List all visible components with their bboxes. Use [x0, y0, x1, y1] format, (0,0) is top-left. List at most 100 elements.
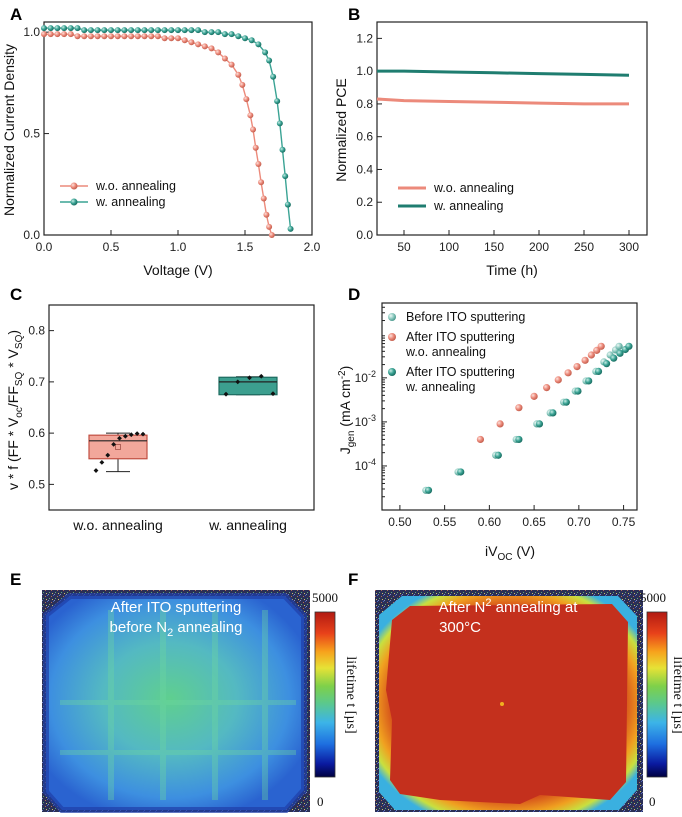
plot-a-point	[262, 49, 269, 56]
plot-d-point	[457, 468, 465, 476]
plot-a-point	[134, 33, 141, 40]
plot-c-data-point	[99, 459, 105, 465]
plot-b-xtick-label: 200	[529, 240, 549, 254]
plot-a-xlabel: Voltage (V)	[143, 262, 212, 278]
plot-d-xtick-label: 0.50	[388, 515, 412, 529]
image-f-high-lifetime-region	[386, 604, 628, 804]
plot-a-point	[128, 27, 135, 34]
plot-a-point	[252, 144, 259, 151]
plot-a-point	[188, 39, 195, 46]
plot-a-point	[248, 37, 255, 44]
colorbar-e-min: 0	[317, 794, 324, 809]
plot-a-point	[81, 33, 88, 40]
plot-a-point	[87, 33, 94, 40]
plot-c-mean-marker	[115, 444, 121, 450]
image-e-wafer	[46, 596, 304, 810]
plot-a-ylabel: Normalized Current Density	[1, 44, 17, 216]
plot-a-point	[287, 225, 294, 232]
plot-a-point	[134, 27, 141, 34]
plot-a-point	[161, 27, 168, 34]
plot-d-ytick-label: 10-2	[355, 369, 376, 385]
plot-a-ytick-label: 1.0	[23, 25, 40, 39]
plot-a-legend-marker	[70, 182, 78, 190]
plot-a-point	[208, 45, 215, 52]
panel-label-a: A	[10, 5, 22, 24]
plot-d-ylabel: Jgen (mA cm-2)	[337, 366, 357, 455]
plot-a-point	[141, 33, 148, 40]
plot-c: 0.5 0.6 0.7 0.8	[28, 304, 315, 511]
plot-c-data-point	[122, 433, 128, 439]
plot-a-point	[114, 33, 121, 40]
plot-c-category-1: w.o. annealing	[72, 517, 163, 533]
plot-a-point	[154, 33, 161, 40]
plot-a-point	[94, 33, 101, 40]
plot-b-xtick-label: 300	[619, 240, 639, 254]
plot-d-legend-marker	[388, 333, 396, 341]
plot-a-point	[61, 25, 68, 32]
plot-d-point	[496, 420, 504, 428]
plot-d-point	[515, 435, 523, 444]
plot-a-point	[266, 223, 273, 230]
plot-c-data-point	[223, 391, 229, 397]
plot-a-point	[235, 33, 242, 40]
plot-c-data-point	[117, 435, 122, 441]
plot-a-point	[188, 27, 195, 34]
plot-b-ytick-label: 0.8	[356, 97, 373, 111]
plot-c-box	[218, 376, 278, 396]
plot-b-legend-label: w. annealing	[433, 199, 504, 213]
plot-c-data-point	[128, 432, 134, 438]
plot-a-point	[161, 35, 168, 42]
plot-a-point	[239, 81, 246, 88]
plot-a-point	[263, 211, 270, 218]
plot-a-point	[47, 25, 54, 32]
plot-a-xtick-label: 0.0	[36, 240, 53, 254]
plot-a-point	[258, 179, 265, 186]
plot-d-point	[476, 435, 485, 444]
plot-d-point	[597, 342, 605, 350]
plot-c-data-point	[111, 442, 117, 447]
plot-d-point	[543, 384, 551, 392]
plot-c-data-point	[140, 431, 146, 437]
plot-b-ytick-label: 1.2	[356, 31, 373, 45]
plot-d-xtick-label: 0.75	[612, 515, 636, 529]
plot-a-point	[284, 201, 291, 208]
plot-a-point	[215, 29, 222, 36]
plot-d-point	[549, 409, 557, 417]
plot-a-point	[270, 73, 277, 80]
plot-a-point	[108, 27, 114, 34]
plot-a-point	[181, 37, 188, 44]
plot-a-point	[242, 35, 248, 42]
plot-a-point	[201, 29, 208, 36]
panel-label-f: F	[348, 570, 358, 589]
plot-d-point	[625, 342, 633, 350]
plot-d-frame	[381, 302, 638, 511]
plot-a-point	[195, 41, 202, 48]
plot-a-point	[255, 41, 262, 48]
plot-a-point	[235, 71, 242, 78]
plot-d-legend-marker	[388, 313, 396, 321]
plot-a-point	[148, 27, 155, 34]
plot-b-ytick-label: 0.2	[356, 195, 373, 209]
plot-d-point	[616, 349, 624, 357]
plot-a-point	[282, 173, 289, 180]
plot-d-point	[610, 354, 618, 362]
plot-c-ytick-label: 0.7	[28, 375, 45, 389]
plot-a-point	[47, 31, 54, 38]
plot-c-data-point	[247, 375, 252, 381]
plot-d-legend-label: w. annealing	[405, 380, 476, 394]
plot-c-data-point	[270, 391, 276, 397]
image-f-annotation-line-1: After N2 annealing at	[439, 597, 579, 616]
colorbar-f	[646, 611, 668, 778]
panel-label-d: D	[348, 285, 360, 304]
plot-d-ytick-label: 10-4	[355, 457, 376, 473]
plot-a-point	[128, 33, 135, 40]
plot-a-legend-label: w.o. annealing	[95, 179, 176, 193]
plot-a-point	[276, 120, 283, 127]
plot-a-xtick-label: 2.0	[304, 240, 321, 254]
plot-b-legend-label: w.o. annealing	[433, 181, 514, 195]
colorbar-f-label: lifetime t [µs]	[670, 656, 682, 733]
plot-c-ytick-label: 0.8	[28, 324, 45, 338]
plot-b-ytick-label: 0.0	[356, 228, 373, 242]
image-e-wafer-edge	[43, 593, 307, 813]
plot-d-ytick-label: 10-3	[355, 413, 376, 429]
